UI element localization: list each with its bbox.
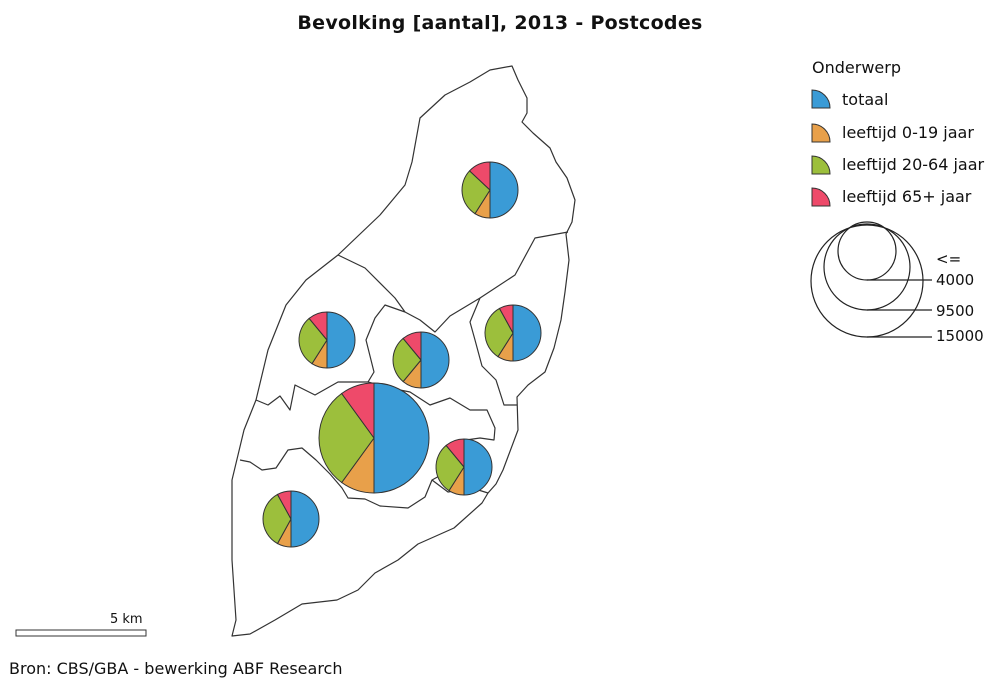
pie-slice-age-20-64 — [392, 337, 422, 383]
district-boundary — [365, 304, 406, 383]
legend-label: leeftijd 0-19 jaar — [842, 122, 974, 142]
size-circle-15000 — [810, 224, 924, 338]
pie-slice-totaal — [420, 331, 450, 389]
district-boundary — [404, 231, 569, 333]
region-outline — [231, 65, 576, 637]
pie-slice-age-65 — [445, 438, 465, 469]
pie-slice-age-20-64 — [461, 170, 491, 215]
legend-label: leeftijd 65+ jaar — [842, 186, 972, 206]
legend-swatches — [811, 89, 831, 207]
pie-slice-age-20-64 — [435, 444, 465, 492]
pie-slice-age-65 — [340, 382, 375, 440]
pie-slice-totaal — [512, 304, 542, 362]
legend-label: totaal — [842, 89, 889, 109]
pie-slice-totaal — [463, 438, 493, 496]
pie-slice-totaal — [489, 161, 519, 219]
pie-slice-age-65 — [276, 490, 292, 520]
legend-title: Onderwerp — [812, 58, 901, 77]
size-label-9500: 9500 — [936, 302, 975, 320]
district-boundary — [469, 297, 517, 406]
map-title: Bevolking [aantal], 2013 - Postcodes — [297, 12, 703, 34]
swatch-totaal — [811, 89, 831, 109]
source-note: Bron: CBS/GBA - bewerking ABF Research — [9, 659, 343, 678]
size-legend — [810, 221, 932, 338]
size-circle-9500 — [823, 223, 911, 311]
swatch-age-65 — [811, 187, 831, 207]
pie-slice-age-20-64 — [318, 392, 375, 484]
size-le-label: <= — [936, 250, 962, 268]
swatch-age-20-64 — [811, 155, 831, 175]
pie-slice-totaal — [326, 311, 356, 369]
pie-slice-age-65 — [498, 304, 514, 334]
legend-label: leeftijd 20-64 jaar — [842, 154, 985, 174]
legend-item-age-20-64: leeftijd 20-64 jaar — [842, 153, 984, 175]
scale-bar — [15, 629, 147, 637]
district-boundary — [337, 254, 406, 313]
pie-slice-totaal — [290, 490, 320, 548]
pie-slice-age-65 — [402, 331, 422, 362]
pie-slice-age-65 — [308, 311, 328, 342]
legend-item-age-65: leeftijd 65+ jaar — [842, 185, 971, 207]
legend-item-totaal: totaal — [842, 88, 888, 110]
size-circle-4000 — [837, 221, 897, 281]
swatch-age-0-19 — [811, 123, 831, 143]
pie-slice-totaal — [373, 382, 430, 494]
pie-layer — [262, 161, 542, 548]
pie-slice-age-20-64 — [298, 317, 328, 365]
legend-item-age-0-19: leeftijd 0-19 jaar — [842, 121, 974, 143]
size-label-15000: 15000 — [936, 327, 984, 345]
scale-bar-label: 5 km — [110, 612, 143, 627]
pie-slice-age-65 — [468, 161, 491, 192]
size-label-4000: 4000 — [936, 271, 975, 289]
